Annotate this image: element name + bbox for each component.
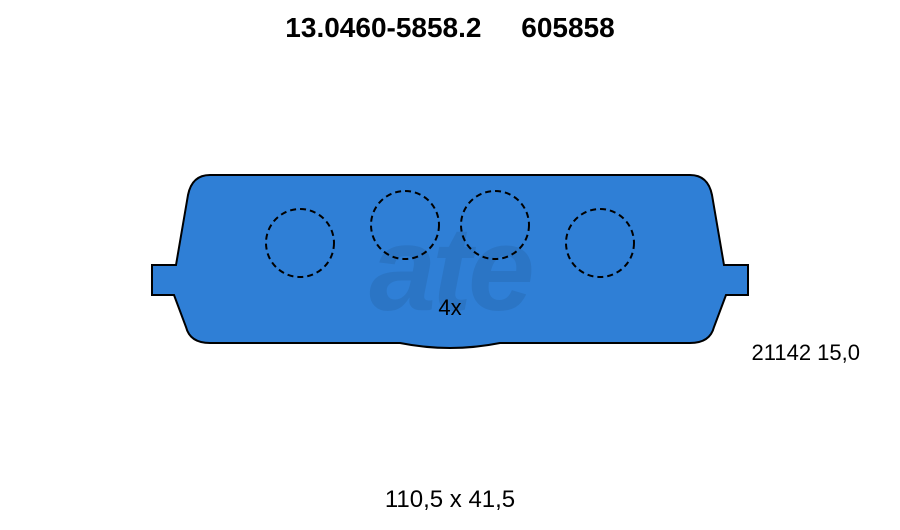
dimension-label: 110,5 x 41,5 xyxy=(0,486,900,514)
part-number-primary: 13.0460-5858.2 xyxy=(285,12,481,43)
side-code-label: 21142 15,0 xyxy=(752,340,860,366)
diagram-canvas: 13.0460-5858.2 605858 4x 21142 15,0 110,… xyxy=(0,0,900,530)
header-part-numbers: 13.0460-5858.2 605858 xyxy=(0,12,900,44)
quantity-label: 4x xyxy=(0,295,900,321)
brake-pad-outline xyxy=(152,175,748,348)
brake-pad-diagram xyxy=(150,155,750,365)
part-number-secondary: 605858 xyxy=(521,12,614,43)
